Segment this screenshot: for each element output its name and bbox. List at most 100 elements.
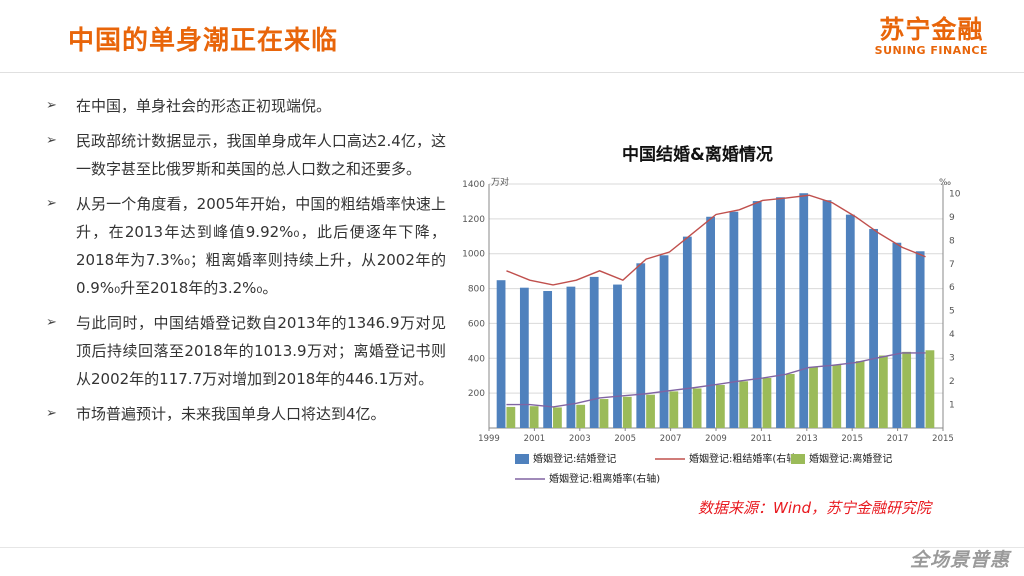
right-axis-tick-label: 2 bbox=[949, 377, 955, 387]
footer-divider bbox=[0, 547, 1024, 548]
left-axis-unit: 万对 bbox=[491, 176, 509, 188]
x-axis-tick-label: 2005 bbox=[614, 434, 636, 444]
divorce-bar bbox=[762, 377, 772, 428]
bullet-text: 与此同时，中国结婚登记数自2013年的1346.9万对见顶后持续回落至2018年… bbox=[76, 314, 446, 388]
legend-marriage-count: 婚姻登记:结婚登记 bbox=[533, 452, 616, 465]
data-source: 数据来源：Wind，苏宁金融研究院 bbox=[698, 499, 932, 517]
right-axis-tick-label: 7 bbox=[949, 260, 955, 270]
x-axis-tick-label: 2017 bbox=[887, 434, 909, 444]
divorce-bar bbox=[692, 388, 702, 428]
divorce-bar bbox=[809, 367, 818, 428]
chart-title: 中国结婚&离婚情况 bbox=[622, 145, 773, 165]
left-axis-tick-label: 400 bbox=[468, 354, 485, 364]
divorce-rate-line bbox=[506, 352, 926, 408]
divorce-bar bbox=[529, 406, 539, 428]
divorce-bar bbox=[506, 406, 516, 428]
bullet-list: ➢ 在中国，单身社会的形态正初现端倪。 ➢ 民政部统计数据显示，我国单身成年人口… bbox=[46, 92, 446, 435]
marriage-bar bbox=[869, 228, 878, 428]
right-axis-tick-label: 8 bbox=[949, 236, 955, 246]
marriage-bar bbox=[822, 200, 832, 428]
right-axis-tick-label: 9 bbox=[949, 213, 955, 223]
page-title: 中国的单身潮正在来临 bbox=[68, 26, 339, 56]
marriage-bar bbox=[845, 214, 855, 428]
arrow-bullet-icon: ➢ bbox=[46, 196, 57, 211]
right-axis-tick-label: 1 bbox=[949, 401, 955, 411]
divorce-bar bbox=[902, 351, 912, 428]
arrow-bullet-icon: ➢ bbox=[46, 406, 57, 421]
divorce-bar bbox=[785, 373, 795, 428]
marriage-bar bbox=[706, 216, 715, 428]
marriage-bar bbox=[566, 286, 576, 428]
marriage-bar bbox=[776, 197, 785, 428]
header-divider bbox=[0, 72, 1024, 73]
divorce-bar bbox=[716, 384, 725, 428]
bullet-item: ➢ 与此同时，中国结婚登记数自2013年的1346.9万对见顶后持续回落至201… bbox=[46, 309, 446, 393]
right-axis-tick-label: 6 bbox=[949, 283, 955, 293]
x-axis-tick-label: 2013 bbox=[796, 434, 818, 444]
divorce-bar bbox=[832, 364, 842, 428]
divorce-bar bbox=[622, 396, 632, 428]
legend-divorce-rate: 婚姻登记:粗离婚率(右轴) bbox=[549, 472, 660, 485]
marriage-divorce-chart: 200 400 600 800 1000 1200 1400 万对 1 2 3 4 5 6 7 8 9 10‰ 19… bbox=[462, 176, 961, 485]
marriage-bar bbox=[752, 201, 762, 428]
divorce-bar bbox=[599, 399, 609, 428]
divorce-bar bbox=[669, 391, 679, 428]
divorce-bar bbox=[646, 394, 655, 428]
footer-slogan: 全场景普惠 bbox=[909, 549, 1010, 571]
marriage-bar bbox=[659, 255, 669, 428]
left-axis-tick-label: 600 bbox=[468, 319, 485, 329]
marriage-bar bbox=[636, 263, 646, 428]
bullet-item: ➢ 民政部统计数据显示，我国单身成年人口高达2.4亿，这一数字甚至比俄罗斯和英国… bbox=[46, 127, 446, 183]
arrow-bullet-icon: ➢ bbox=[46, 133, 57, 148]
marriage-rate-line bbox=[506, 194, 926, 286]
bullet-item: ➢ 在中国，单身社会的形态正初现端倪。 bbox=[46, 92, 446, 120]
marriage-bar bbox=[682, 236, 692, 428]
left-axis-tick-label: 200 bbox=[468, 389, 485, 399]
marriage-bar bbox=[892, 242, 902, 428]
bullet-text: 民政部统计数据显示，我国单身成年人口高达2.4亿，这一数字甚至比俄罗斯和英国的总… bbox=[76, 132, 446, 178]
x-axis-tick-label: 2007 bbox=[660, 434, 682, 444]
divorce-bar bbox=[878, 355, 888, 428]
divorce-bar bbox=[739, 381, 749, 428]
right-axis-tick-label: 10 bbox=[949, 189, 961, 199]
left-axis-tick-label: 1400 bbox=[462, 180, 485, 190]
arrow-bullet-icon: ➢ bbox=[46, 98, 57, 113]
marriage-bar bbox=[519, 287, 529, 428]
x-axis-tick-label: 1999 bbox=[478, 434, 500, 444]
marriage-bar bbox=[915, 251, 925, 428]
bullet-text: 从另一个角度看，2005年开始，中国的粗结婚率快速上升，在2013年达到峰值9.… bbox=[76, 195, 446, 297]
bullet-item: ➢ 从另一个角度看，2005年开始，中国的粗结婚率快速上升，在2013年达到峰值… bbox=[46, 190, 446, 302]
divorce-bar bbox=[576, 404, 586, 428]
divorce-bar bbox=[925, 350, 935, 428]
brand-logo: 苏宁金融 SUNING FINANCE bbox=[874, 15, 988, 58]
marriage-bar bbox=[496, 280, 506, 428]
x-axis-tick-label: 2015 bbox=[841, 434, 863, 444]
right-axis-tick-label: 3 bbox=[949, 354, 955, 364]
bullet-text: 市场普遍预计，未来我国单身人口将达到4亿。 bbox=[76, 405, 386, 423]
right-axis-tick-label: 4 bbox=[949, 330, 955, 340]
x-axis-tick-label: 2009 bbox=[705, 434, 727, 444]
x-axis-tick-label: 2001 bbox=[524, 434, 546, 444]
logo-en-text: SUNING FINANCE bbox=[874, 44, 988, 57]
divorce-bar bbox=[553, 407, 562, 428]
x-axis-tick-label: 2015 bbox=[932, 434, 954, 444]
right-axis-unit: ‰ bbox=[939, 178, 951, 188]
bullet-text: 在中国，单身社会的形态正初现端倪。 bbox=[76, 97, 332, 115]
legend-swatch bbox=[515, 454, 529, 464]
x-axis-tick-label: 2003 bbox=[569, 434, 591, 444]
legend-swatch bbox=[791, 454, 805, 464]
legend-marriage-rate: 婚姻登记:粗结婚率(右轴) bbox=[689, 452, 800, 465]
bullet-item: ➢ 市场普遍预计，未来我国单身人口将达到4亿。 bbox=[46, 400, 446, 428]
left-axis-tick-label: 1200 bbox=[462, 215, 485, 225]
arrow-bullet-icon: ➢ bbox=[46, 315, 57, 330]
right-axis-tick-label: 5 bbox=[949, 307, 955, 317]
x-axis-tick-label: 2011 bbox=[751, 434, 773, 444]
marriage-bar bbox=[589, 276, 599, 428]
logo-cn-text: 苏宁金融 bbox=[879, 15, 984, 44]
marriage-bar bbox=[729, 211, 739, 428]
marriage-bar bbox=[613, 284, 622, 428]
legend-divorce-count: 婚姻登记:离婚登记 bbox=[809, 452, 892, 465]
marriage-bar bbox=[543, 291, 553, 428]
left-axis-tick-label: 1000 bbox=[462, 250, 485, 260]
left-axis-tick-label: 800 bbox=[468, 285, 485, 295]
